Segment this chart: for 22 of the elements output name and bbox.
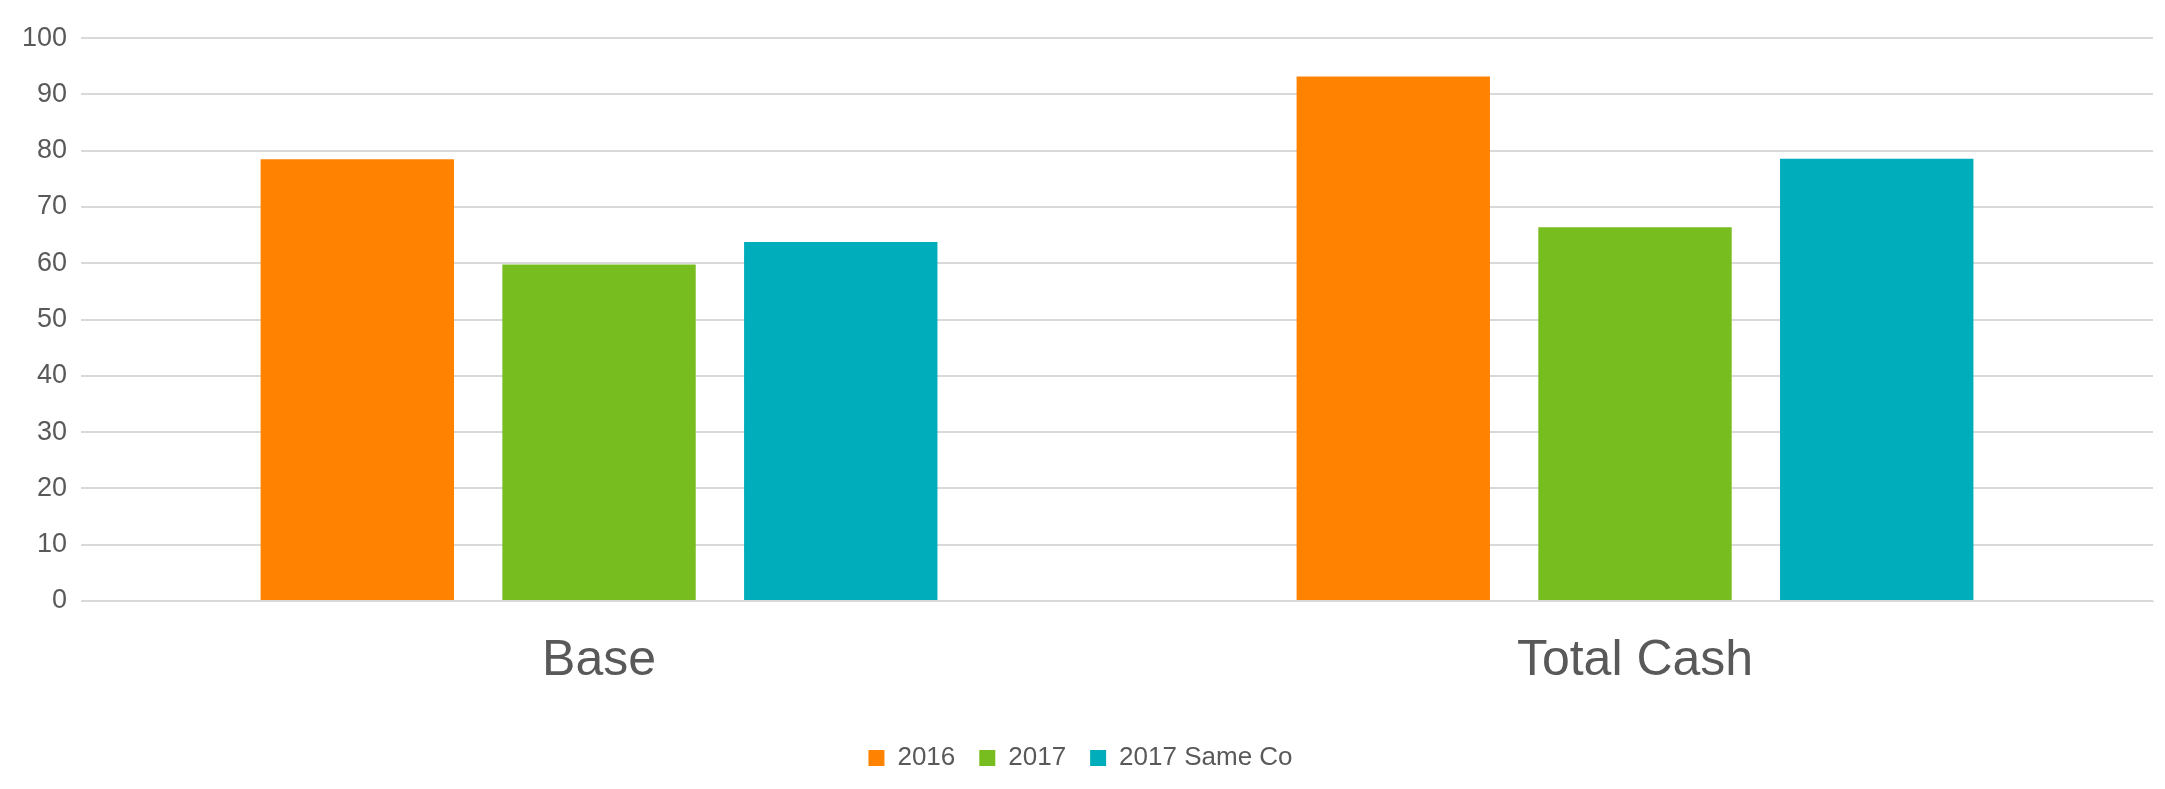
y-tick-label: 40	[37, 359, 68, 390]
x-tick-label: Total Cash	[1516, 629, 1754, 686]
y-tick-label: 90	[37, 77, 68, 108]
y-tick-label: 100	[21, 21, 68, 52]
y-tick-label: 60	[37, 246, 68, 277]
bar	[1296, 76, 1490, 600]
y-tick-label: 10	[37, 528, 68, 559]
y-tick-label: 80	[37, 134, 68, 165]
bar	[260, 159, 454, 600]
bar	[1780, 158, 1974, 600]
bar	[744, 241, 938, 600]
bar	[1538, 227, 1732, 600]
y-tick-label: 20	[37, 471, 68, 502]
y-tick-label: 30	[37, 415, 68, 446]
legend-label: 2016	[897, 741, 956, 772]
legend-label: 2017	[1008, 741, 1067, 772]
y-tick-label: 70	[37, 190, 68, 221]
x-tick-label: Base	[542, 629, 657, 686]
legend-label: 2017 Same Co	[1119, 741, 1293, 772]
bar	[502, 264, 696, 600]
y-tick-label: 50	[37, 303, 68, 334]
y-tick-label: 0	[52, 584, 68, 615]
